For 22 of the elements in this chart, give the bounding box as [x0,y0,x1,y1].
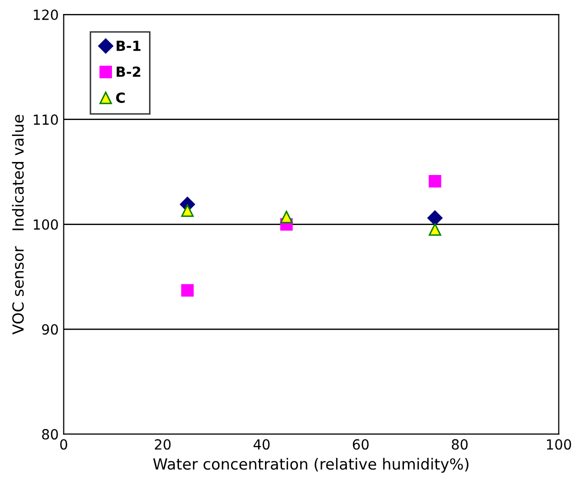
legend-label: B-2 [116,66,140,77]
y-axis-title: VOC sensor Indicated value [12,114,24,334]
x-tick-label: 40 [254,439,270,450]
y-tick-label: 90 [42,324,58,335]
x-tick-label: 100 [547,439,572,450]
x-tick-label: 20 [154,439,171,450]
point [181,284,194,297]
x-axis-title: Water concentration (relative humidity%) [153,458,468,473]
x-tick-label: 80 [452,439,468,450]
point [428,223,442,236]
legend-label: C [116,92,125,103]
y-tick-label: 80 [42,429,58,440]
x-tick-label: 60 [352,439,369,450]
point [428,175,442,188]
point [181,204,194,217]
point [427,210,443,226]
x-tick-label: 0 [60,439,68,450]
legend-label: B-1 [116,40,140,51]
y-tick-label: 120 [34,10,58,20]
y-tick-label: 100 [34,219,58,230]
y-tick-label: 110 [34,114,58,125]
point [280,210,293,224]
